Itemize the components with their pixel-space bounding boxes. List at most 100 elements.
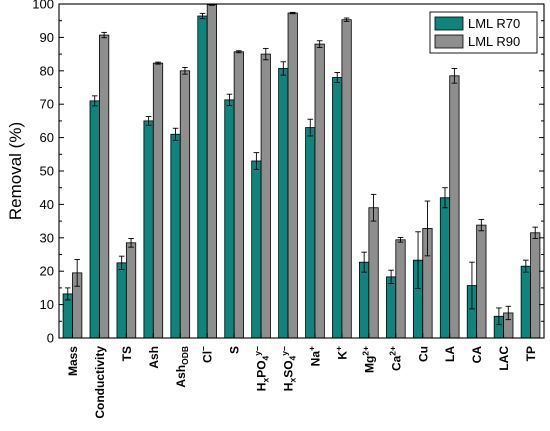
legend-swatch-r70 <box>434 16 464 31</box>
x-tick-label: Mg2+ <box>360 346 376 373</box>
bar-r70 <box>89 100 100 339</box>
error-bar <box>101 31 107 39</box>
error-bar <box>64 287 71 301</box>
bar-r70 <box>224 99 235 339</box>
error-bar <box>262 47 269 61</box>
y-tick-label: 50 <box>40 164 54 179</box>
x-tick-label: Ash <box>147 346 161 369</box>
error-bar <box>451 68 458 84</box>
bar-r90 <box>530 232 541 339</box>
error-bar <box>236 50 242 54</box>
error-bar <box>253 152 260 170</box>
bar-r90 <box>99 34 110 339</box>
error-bar <box>523 259 529 273</box>
error-bar <box>496 307 502 326</box>
bar-r90 <box>152 62 164 339</box>
error-bar <box>155 61 161 65</box>
bar-r90 <box>368 207 379 339</box>
plot-area <box>58 3 545 339</box>
y-tick-label: 0 <box>47 331 54 346</box>
bar-r90 <box>449 75 460 339</box>
x-tick-label: S <box>228 346 242 354</box>
error-bar <box>145 116 152 126</box>
legend-swatch-r90 <box>434 34 464 49</box>
error-bar <box>172 127 179 141</box>
x-tick-label: Mass <box>66 346 80 376</box>
bar-r70 <box>520 265 531 339</box>
error-bar <box>505 305 512 321</box>
y-tick-label: 80 <box>40 63 54 78</box>
bar-r70 <box>332 77 343 339</box>
x-tick-label: Cu <box>416 346 430 362</box>
bar-r70 <box>116 262 127 339</box>
x-tick-label: HxPO4y− <box>253 346 271 391</box>
bar-r90 <box>179 70 191 339</box>
bar-r90 <box>314 43 325 339</box>
x-tick-label: TS <box>120 346 134 361</box>
error-bar <box>118 255 125 270</box>
bar-r70 <box>62 293 73 339</box>
error-bar <box>442 187 448 209</box>
bar-r70 <box>359 261 370 339</box>
bar-r70 <box>278 68 289 339</box>
y-tick-label: 60 <box>40 130 54 145</box>
error-bar <box>343 17 350 22</box>
y-axis-title: Removal (%) <box>6 122 25 220</box>
legend: LML R70 LML R90 <box>429 11 538 54</box>
bar-r70 <box>197 15 208 339</box>
y-tick-label: 100 <box>32 0 54 12</box>
x-tick-label: K+ <box>333 346 349 360</box>
y-tick-label: 20 <box>40 264 54 279</box>
error-bar <box>316 40 323 48</box>
x-tick-label: Ca2+ <box>387 346 403 371</box>
bar-r70 <box>386 276 397 339</box>
error-bar <box>280 61 287 76</box>
bar-r90 <box>476 224 487 339</box>
y-tick-label: 40 <box>40 197 54 212</box>
error-bar <box>289 11 296 15</box>
bar-r90 <box>341 19 352 339</box>
x-tick-label: Cl− <box>199 346 215 363</box>
x-tick-label: Na+ <box>306 346 322 366</box>
error-bar <box>226 93 233 106</box>
error-bar <box>370 193 377 222</box>
error-bar <box>469 261 475 310</box>
bar-r90 <box>395 239 406 339</box>
bar-r90 <box>260 53 271 339</box>
error-bar <box>182 67 188 75</box>
bar-r90 <box>125 242 137 339</box>
error-bar <box>478 218 485 232</box>
y-tick-label: 90 <box>40 30 54 45</box>
x-tick-label: AshODB <box>174 346 190 388</box>
x-tick-label: HxSO4y− <box>280 346 298 391</box>
error-bar <box>415 231 421 290</box>
error-bar <box>361 251 367 273</box>
bar-r70 <box>170 133 181 339</box>
error-bar <box>74 259 80 287</box>
bar-r70 <box>251 160 262 339</box>
x-axis: Mass Conductivity TS Ash AshODB Cl− S HxPO4y− Hx… <box>66 333 538 419</box>
y-tick-label: 30 <box>40 230 54 245</box>
error-bar <box>334 72 341 83</box>
error-bar <box>424 200 431 257</box>
bar-r70 <box>143 120 154 339</box>
bar-r70 <box>439 197 451 339</box>
error-bar <box>307 118 314 137</box>
y-tick-label: 10 <box>40 297 54 312</box>
y-axis: 0 10 20 30 40 50 60 70 80 90 100 <box>32 0 544 346</box>
x-tick-label: TP <box>524 346 538 361</box>
bar-r90 <box>206 4 217 339</box>
bar-r70 <box>305 127 316 339</box>
x-tick-label: LA <box>443 346 457 362</box>
error-bar <box>397 237 404 243</box>
error-bar <box>532 226 539 239</box>
bar-r90 <box>287 12 298 339</box>
x-tick-label: LAC <box>497 346 511 371</box>
bar-r90 <box>233 51 244 339</box>
error-bar <box>91 95 98 107</box>
error-bar <box>199 12 206 20</box>
x-tick-label: Conductivity <box>93 346 107 419</box>
legend-label-r70: LML R70 <box>468 16 520 31</box>
y-tick-label: 70 <box>40 97 54 112</box>
